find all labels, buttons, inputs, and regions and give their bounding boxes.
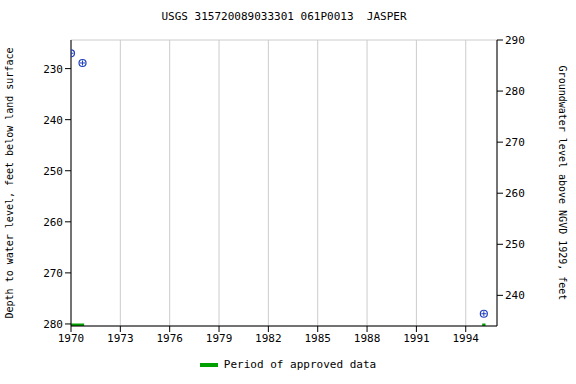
- html-text:USGS 315720089033301 061P0013: USGS 315720089033301 061P0013 JASPER: [161, 10, 407, 23]
- svg-text:1976: 1976: [156, 332, 183, 345]
- svg-text:250: 250: [505, 238, 525, 251]
- svg-text:Groundwater level above NGVD 1: Groundwater level above NGVD 1929, feet: [557, 66, 568, 301]
- svg-text:230: 230: [43, 63, 63, 76]
- svg-text:1985: 1985: [304, 332, 331, 345]
- svg-text:240: 240: [43, 114, 63, 127]
- svg-text:290: 290: [505, 34, 525, 47]
- svg-text:260: 260: [505, 187, 525, 200]
- svg-text:1988: 1988: [354, 332, 381, 345]
- svg-text:1994: 1994: [452, 332, 479, 345]
- svg-text:250: 250: [43, 165, 63, 178]
- svg-text:260: 260: [43, 216, 63, 229]
- svg-text:Depth to water level, feet bel: Depth to water level, feet below land su…: [8, 48, 15, 319]
- svg-text:1991: 1991: [403, 332, 430, 345]
- svg-text:280: 280: [505, 85, 525, 98]
- svg-text:1973: 1973: [107, 332, 134, 345]
- svg-text:270: 270: [505, 136, 525, 149]
- svg-text:1979: 1979: [206, 332, 233, 345]
- html-text:Period of approved data: Period of approved data: [223, 358, 377, 371]
- svg-text:1970: 1970: [58, 332, 85, 345]
- svg-text:270: 270: [43, 267, 63, 280]
- svg-text:1982: 1982: [255, 332, 282, 345]
- svg-text:280: 280: [43, 318, 63, 331]
- svg-text:240: 240: [505, 289, 525, 302]
